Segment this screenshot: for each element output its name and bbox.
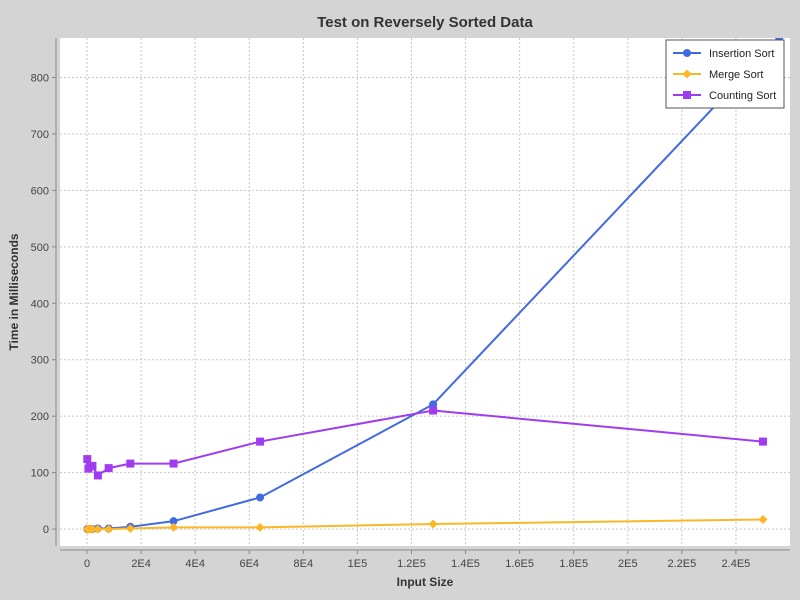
data-point-insertion-sort	[256, 493, 265, 502]
data-point-merge-sort	[428, 519, 438, 529]
legend-item-merge-sort: Merge Sort	[673, 69, 763, 81]
data-point-merge-sort	[255, 522, 265, 532]
data-point-counting-sort	[83, 455, 92, 464]
data-point-insertion-sort	[429, 400, 438, 409]
x-tick-label: 2E5	[618, 558, 638, 570]
legend-swatch-marker	[682, 69, 692, 79]
chart-title: Test on Reversely Sorted Data	[317, 14, 533, 31]
y-tick-label: 600	[31, 185, 49, 197]
data-point-counting-sort	[169, 459, 178, 468]
y-tick-label: 200	[31, 411, 49, 423]
data-point-merge-sort	[104, 524, 114, 534]
x-tick-label: 1.8E5	[559, 558, 588, 570]
legend-swatch-marker	[683, 49, 691, 57]
legend-item-insertion-sort: Insertion Sort	[673, 48, 774, 60]
x-tick-label: 1.4E5	[451, 558, 480, 570]
plot-area	[60, 38, 790, 546]
data-point-counting-sort	[93, 471, 102, 480]
x-tick-label: 2.2E5	[667, 558, 696, 570]
x-tick-label: 6E4	[239, 558, 259, 570]
y-tick-label: 500	[31, 242, 49, 254]
legend: Insertion Sort Merge Sort Counting Sort	[665, 39, 785, 109]
x-tick-label: 2E4	[131, 558, 151, 570]
y-tick-label: 700	[31, 129, 49, 141]
y-tick-label: 300	[31, 355, 49, 367]
legend-swatch-marker	[683, 91, 691, 99]
data-point-counting-sort	[126, 459, 135, 468]
y-tick-label: 0	[43, 524, 49, 536]
legend-label: Counting Sort	[709, 90, 776, 102]
axes: 0 2E4 4E4 6E4 8E4 1E5 1.2E5 1.4E5 1.6E5 1.8E5 2E5 2…	[31, 38, 790, 570]
x-tick-label: 1E5	[348, 558, 368, 570]
x-tick-label: 0	[84, 558, 90, 570]
data-point-counting-sort	[88, 461, 97, 470]
x-tick-label: 1.2E5	[397, 558, 426, 570]
legend-label: Merge Sort	[709, 69, 763, 81]
y-tick-label: 800	[31, 73, 49, 85]
data-point-counting-sort	[758, 437, 767, 446]
x-tick-label: 4E4	[185, 558, 205, 570]
x-tick-label: 8E4	[294, 558, 314, 570]
y-tick-label: 400	[31, 298, 49, 310]
data-point-counting-sort	[429, 406, 438, 415]
data-point-merge-sort	[169, 522, 179, 532]
x-tick-label: 1.6E5	[505, 558, 534, 570]
y-tick-label: 100	[31, 468, 49, 480]
x-tick-label: 2.4E5	[722, 558, 751, 570]
data-point-merge-sort	[87, 524, 97, 534]
data-point-merge-sort	[125, 524, 135, 534]
series-layer	[82, 38, 784, 534]
series-counting-sort	[83, 406, 767, 480]
data-point-insertion-sort	[169, 517, 178, 526]
x-axis-label: Input Size	[397, 575, 454, 589]
series-merge-sort	[82, 514, 768, 534]
data-point-merge-sort	[93, 524, 103, 534]
data-point-counting-sort	[256, 437, 265, 446]
legend-item-counting-sort: Counting Sort	[673, 90, 776, 102]
y-axis-label: Time in Milliseconds	[7, 233, 21, 350]
data-point-merge-sort	[758, 514, 768, 524]
legend-label: Insertion Sort	[709, 48, 774, 60]
data-point-counting-sort	[104, 464, 113, 473]
